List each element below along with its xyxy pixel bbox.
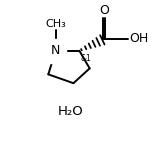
Text: &1: &1 [80, 54, 91, 63]
Text: N: N [51, 44, 60, 57]
Text: OH: OH [129, 32, 149, 45]
Text: H₂O: H₂O [58, 105, 83, 118]
Text: CH₃: CH₃ [45, 18, 66, 28]
Text: O: O [100, 4, 109, 17]
